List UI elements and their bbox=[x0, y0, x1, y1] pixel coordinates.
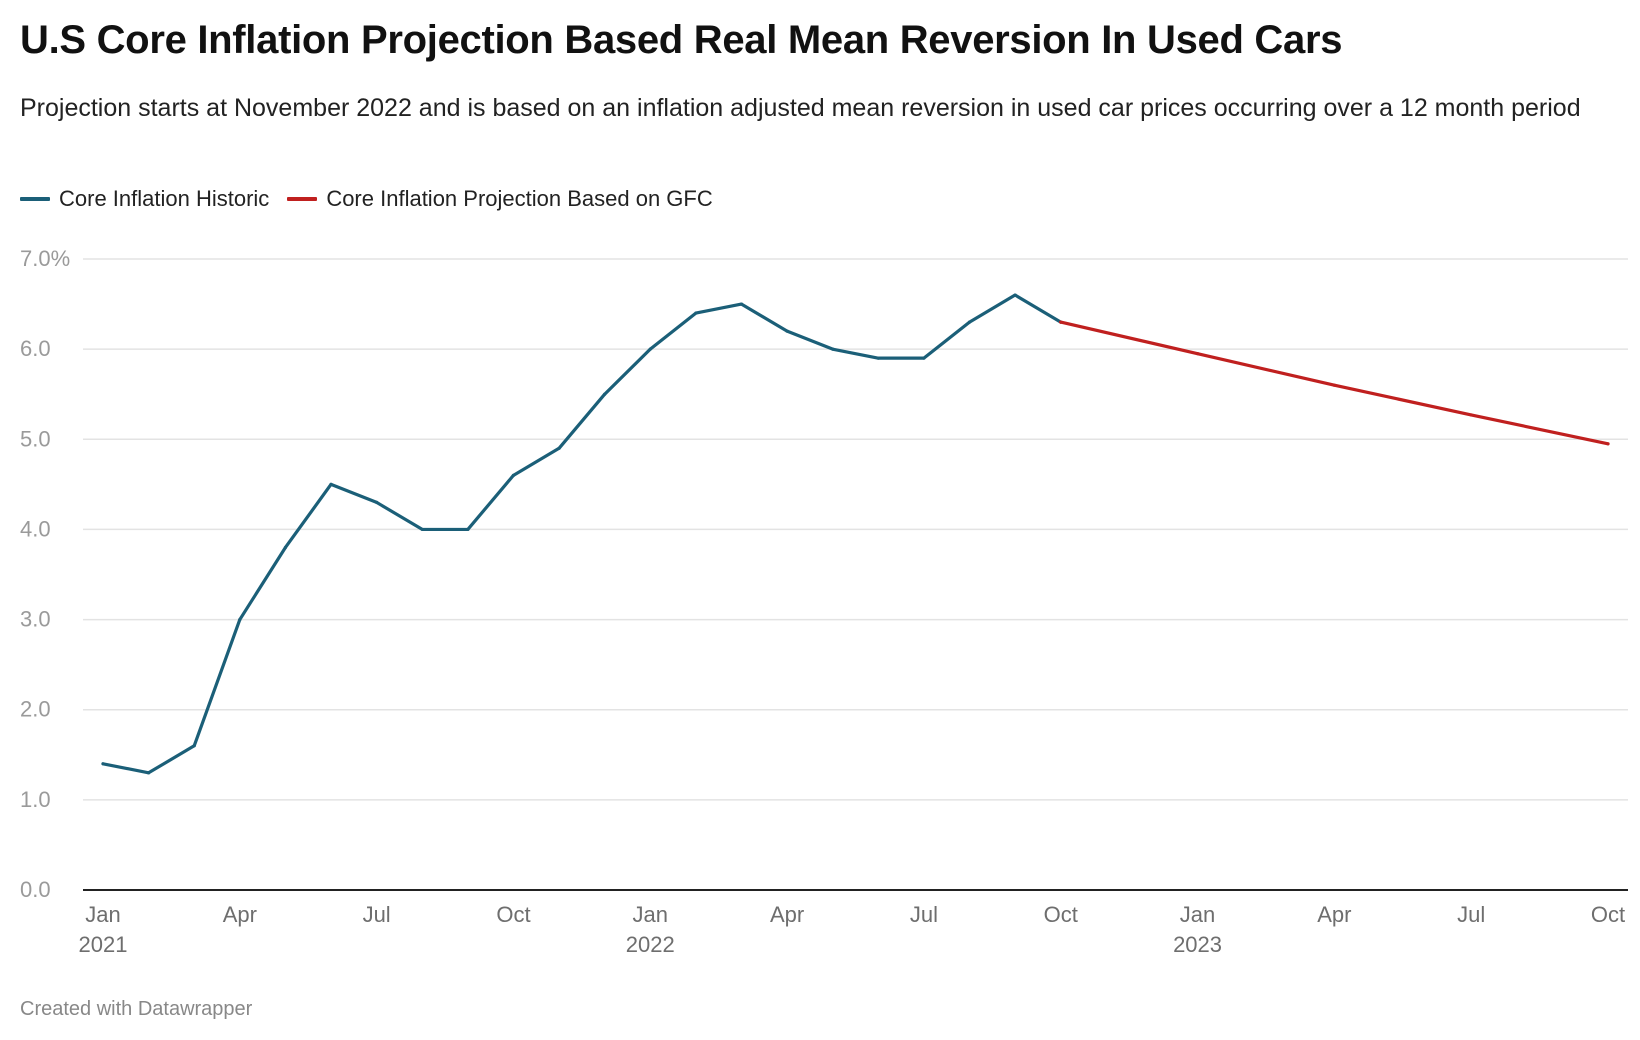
data-point-1-1 bbox=[1195, 352, 1200, 356]
data-point-0-17 bbox=[876, 356, 880, 360]
data-point-0-1 bbox=[147, 771, 151, 775]
y-tick-label-4: 4.0 bbox=[20, 516, 51, 541]
data-point-0-6 bbox=[375, 500, 379, 504]
y-tick-label-7: 7.0% bbox=[20, 246, 70, 271]
data-point-0-4 bbox=[283, 545, 288, 550]
x-tick-label-2: Jul bbox=[363, 902, 391, 927]
data-point-0-8 bbox=[466, 527, 470, 532]
x-tick-label-11: Oct bbox=[1591, 902, 1625, 927]
legend-label-historic: Core Inflation Historic bbox=[59, 186, 270, 211]
x-tick-label-4: Jan bbox=[633, 902, 668, 927]
x-tick-label-1: Apr bbox=[223, 902, 257, 927]
x-tick-label-3: Oct bbox=[496, 902, 530, 927]
data-point-0-10 bbox=[557, 446, 561, 450]
x-tick-year-4: 2022 bbox=[626, 932, 675, 957]
x-tick-year-8: 2023 bbox=[1173, 932, 1222, 957]
data-point-1-4 bbox=[1606, 442, 1610, 446]
y-tick-label-0: 0.0 bbox=[20, 877, 51, 902]
footer-credit: Created with Datawrapper bbox=[20, 998, 253, 1020]
x-tick-year-0: 2021 bbox=[79, 932, 128, 957]
x-tick-label-5: Apr bbox=[770, 902, 804, 927]
series-line-1 bbox=[1059, 320, 1610, 446]
x-tick-label-0: Jan bbox=[85, 902, 120, 927]
y-tick-label-1: 1.0 bbox=[20, 787, 51, 812]
data-point-0-16 bbox=[831, 347, 835, 351]
x-tick-label-9: Apr bbox=[1317, 902, 1351, 927]
chart-title: U.S Core Inflation Projection Based Real… bbox=[20, 18, 1343, 62]
data-point-0-0 bbox=[101, 762, 105, 766]
x-tick-label-8: Jan bbox=[1180, 902, 1215, 927]
data-point-0-5 bbox=[329, 482, 333, 486]
data-point-1-0 bbox=[1059, 320, 1063, 324]
legend: Core Inflation Historic Core Inflation P… bbox=[20, 186, 731, 212]
data-point-0-14 bbox=[739, 302, 744, 306]
data-point-0-7 bbox=[420, 527, 424, 532]
x-tick-label-7: Oct bbox=[1044, 902, 1078, 927]
data-point-0-15 bbox=[785, 329, 789, 333]
y-tick-label-3: 3.0 bbox=[20, 607, 51, 632]
data-point-0-20 bbox=[1013, 293, 1017, 297]
data-point-0-3 bbox=[238, 617, 242, 622]
data-point-1-3 bbox=[1469, 413, 1473, 417]
legend-label-projection: Core Inflation Projection Based on GFC bbox=[326, 186, 713, 211]
x-tick-label-10: Jul bbox=[1457, 902, 1485, 927]
x-tick-label-6: Jul bbox=[910, 902, 938, 927]
data-point-0-9 bbox=[511, 473, 516, 477]
legend-swatch-projection bbox=[287, 197, 318, 201]
chart-subtitle: Projection starts at November 2022 and i… bbox=[20, 94, 1581, 122]
legend-item-historic: Core Inflation Historic bbox=[20, 186, 269, 212]
data-point-0-11 bbox=[603, 392, 607, 396]
data-point-1-2 bbox=[1332, 383, 1336, 387]
series-line-0 bbox=[101, 293, 1063, 775]
data-point-0-13 bbox=[694, 311, 698, 315]
y-tick-label-6: 6.0 bbox=[20, 336, 51, 361]
data-point-0-2 bbox=[192, 744, 196, 748]
y-tick-label-2: 2.0 bbox=[20, 697, 51, 722]
data-point-0-18 bbox=[922, 356, 926, 360]
data-point-0-19 bbox=[967, 320, 972, 324]
y-tick-label-5: 5.0 bbox=[20, 426, 51, 451]
legend-item-projection: Core Inflation Projection Based on GFC bbox=[287, 186, 713, 212]
legend-swatch-historic bbox=[20, 197, 50, 201]
data-point-0-12 bbox=[648, 347, 652, 351]
